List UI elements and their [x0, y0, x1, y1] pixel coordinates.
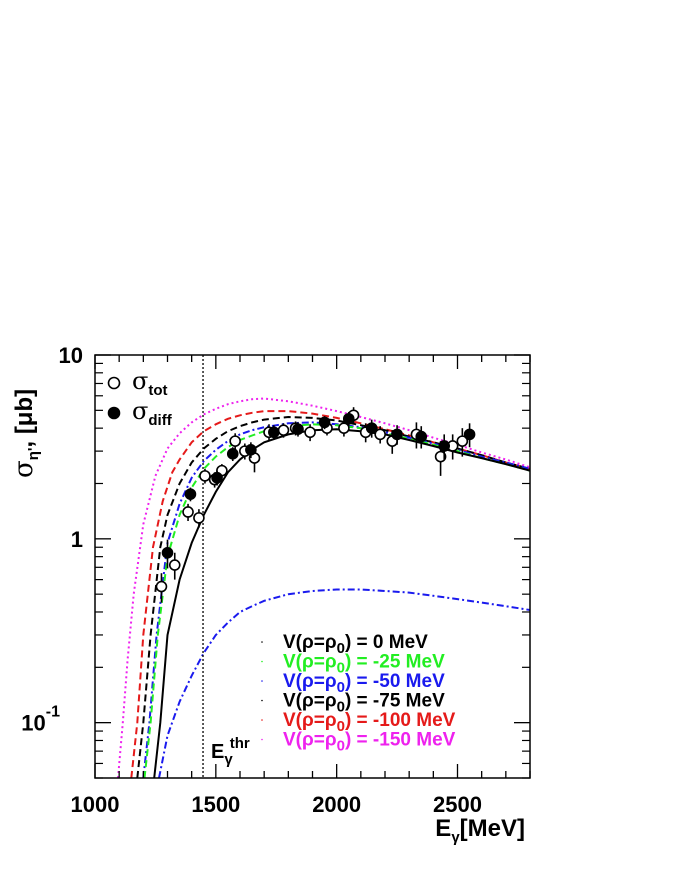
data-points	[155, 407, 476, 603]
marker-legend-symbol	[107, 406, 121, 420]
sigma-tot-point	[304, 426, 316, 439]
series-legend-label: V(ρ=ρ0) = -75 MeV	[283, 691, 445, 716]
x-tick-label: 2000	[312, 792, 361, 817]
sigma-tot-point	[277, 424, 290, 436]
series-legend-dot	[261, 738, 263, 741]
sigma-diff-point	[415, 430, 428, 443]
series-legend-label: V(ρ=ρ0) = -150 MeV	[283, 730, 456, 755]
sigma-tot-point	[168, 559, 181, 571]
threshold-line: Eγthr	[202, 355, 250, 778]
y-tick-label: 1	[71, 527, 83, 552]
series-legend-dot	[261, 641, 263, 643]
series-legend-label: V(ρ=ρ0) = -50 MeV	[283, 671, 445, 696]
series-legend-dot	[261, 719, 263, 721]
marker-legend-label: σtot	[132, 367, 168, 399]
sigma-diff-point	[342, 412, 355, 425]
sigma-tot-point	[434, 450, 447, 463]
sigma-diff-point	[292, 423, 304, 435]
sigma-tot-point	[155, 580, 168, 593]
marker-legend-label: σdiff	[132, 397, 173, 429]
x-tick-label: 1000	[71, 792, 120, 817]
sigma-diff-point	[365, 422, 378, 434]
sigma-diff-point	[318, 416, 331, 429]
series-legend-label: V(ρ=ρ0) = 0 MeV	[283, 632, 428, 657]
sigma-tot-point	[338, 422, 350, 434]
x-tick-label: 2500	[433, 792, 482, 817]
sigma-diff-point	[268, 426, 280, 439]
sigma-tot-point	[182, 506, 194, 518]
sigma-diff-point	[245, 444, 257, 456]
sigma-tot-point	[229, 435, 241, 447]
series-legend-dot	[261, 699, 263, 702]
marker-legend-symbol	[107, 376, 121, 390]
sigma-diff-point	[391, 428, 403, 441]
sigma-diff-point	[161, 546, 174, 559]
y-tick-label: 10-1	[21, 704, 60, 736]
series-legend-dot	[261, 680, 263, 682]
lower-curve	[158, 588, 530, 778]
sigma-diff-point	[438, 440, 451, 452]
sigma-diff-point	[463, 428, 476, 441]
sigma-tot-point	[456, 435, 469, 447]
threshold-label: Eγthr	[211, 735, 250, 768]
sigma-diff-point	[211, 471, 223, 484]
series-legend-label: V(ρ=ρ0) = -100 MeV	[283, 710, 456, 735]
x-tick-label: 1500	[191, 792, 240, 817]
sigma-diff-point	[226, 448, 239, 460]
y-axis-title: ση', [μb]	[9, 389, 42, 478]
axis-labels: Eγ[MeV] ση', [μb]	[9, 389, 525, 846]
sigma-tot-point	[374, 428, 386, 441]
sigma-diff-point	[184, 488, 197, 500]
series-legend-dot	[261, 660, 263, 663]
series-legend-label: V(ρ=ρ0) = -25 MeV	[283, 652, 445, 677]
x-axis-title: Eγ[MeV]	[435, 815, 525, 846]
sigma-tot-point	[199, 470, 211, 482]
axis-ticks: 1000 1500 2000 2500 10 1 10-1	[21, 343, 531, 817]
sigma-tot-point	[193, 512, 205, 524]
y-tick-label: 10	[59, 343, 83, 368]
series-line-4	[130, 410, 530, 778]
series-line-3	[136, 415, 530, 778]
